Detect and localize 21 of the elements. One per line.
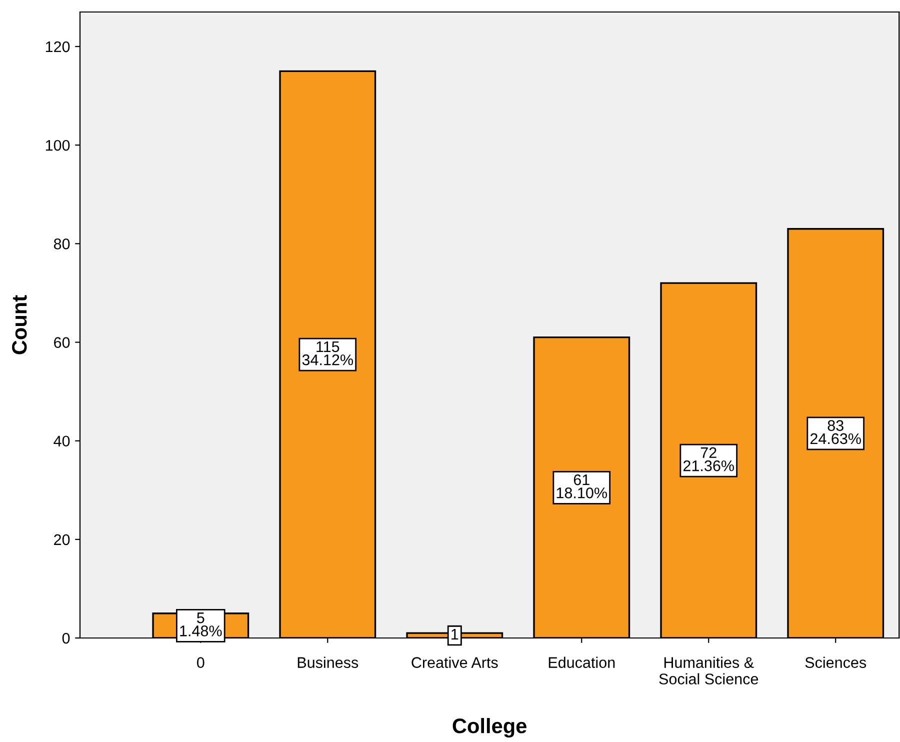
data-label: 72 21.36% <box>683 447 734 472</box>
y-tick-label: 80 <box>54 238 70 250</box>
y-tick-label: 0 <box>62 632 70 644</box>
data-label: 1 <box>452 628 458 640</box>
x-tick-label: Business <box>298 656 358 668</box>
x-tick-label: Humanities & Social Science <box>659 656 758 684</box>
x-tick-label: Creative Arts <box>412 656 498 668</box>
x-tick-label: Education <box>548 656 615 668</box>
y-axis-title: Count <box>12 295 27 354</box>
x-axis-title: College <box>452 718 526 738</box>
data-label: 61 18.10% <box>556 474 607 498</box>
y-tick-label: 20 <box>54 534 70 546</box>
y-tick-label: 60 <box>54 337 70 348</box>
x-tick-label: Sciences <box>805 656 866 668</box>
x-tick-label: 0 <box>196 657 204 668</box>
data-label: 83 24.63% <box>810 420 861 444</box>
y-tick-label: 40 <box>54 436 70 447</box>
data-label: 5 1.48% <box>180 612 222 636</box>
data-label: 115 34.12% <box>302 341 353 366</box>
y-tick-label: 100 <box>46 140 70 151</box>
y-tick-label: 120 <box>46 41 70 52</box>
